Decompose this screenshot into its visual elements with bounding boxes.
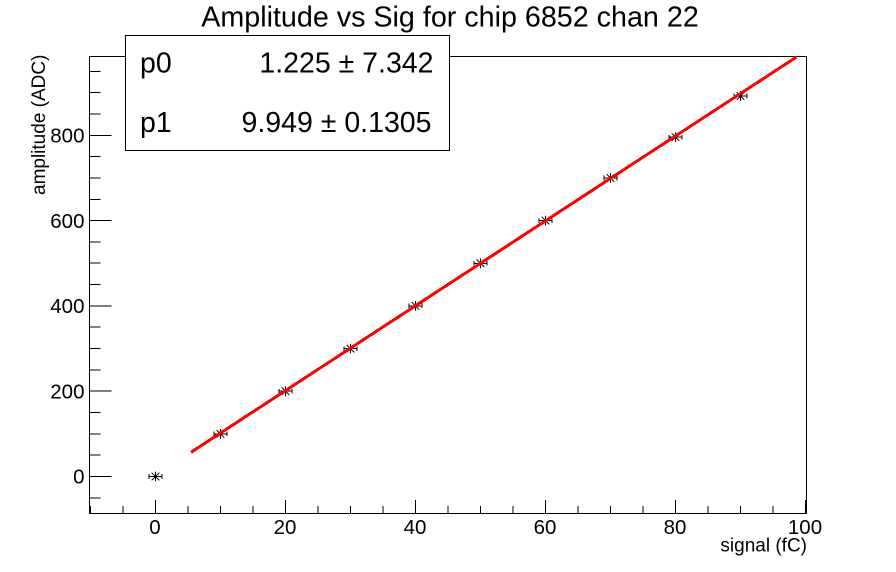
svg-text:600: 600 xyxy=(50,210,84,233)
svg-text:60: 60 xyxy=(534,516,557,539)
svg-text:p0: p0 xyxy=(140,48,172,80)
svg-text:amplitude (ADC): amplitude (ADC) xyxy=(29,55,50,195)
svg-text:0: 0 xyxy=(149,516,160,539)
svg-text:9.949 ± 0.1305: 9.949 ± 0.1305 xyxy=(242,107,432,139)
svg-text:signal (fC): signal (fC) xyxy=(720,536,807,557)
svg-text:40: 40 xyxy=(404,516,427,539)
svg-text:1.225 ± 7.342: 1.225 ± 7.342 xyxy=(259,48,433,80)
svg-text:80: 80 xyxy=(664,516,687,539)
svg-text:100: 100 xyxy=(788,516,822,539)
svg-text:0: 0 xyxy=(73,466,84,489)
svg-text:Amplitude vs Sig for chip 6852: Amplitude vs Sig for chip 6852 chan 22 xyxy=(201,1,699,33)
svg-text:p1: p1 xyxy=(140,107,172,139)
svg-text:800: 800 xyxy=(50,125,84,148)
svg-text:400: 400 xyxy=(50,295,84,318)
svg-text:20: 20 xyxy=(274,516,297,539)
svg-text:200: 200 xyxy=(50,380,84,403)
